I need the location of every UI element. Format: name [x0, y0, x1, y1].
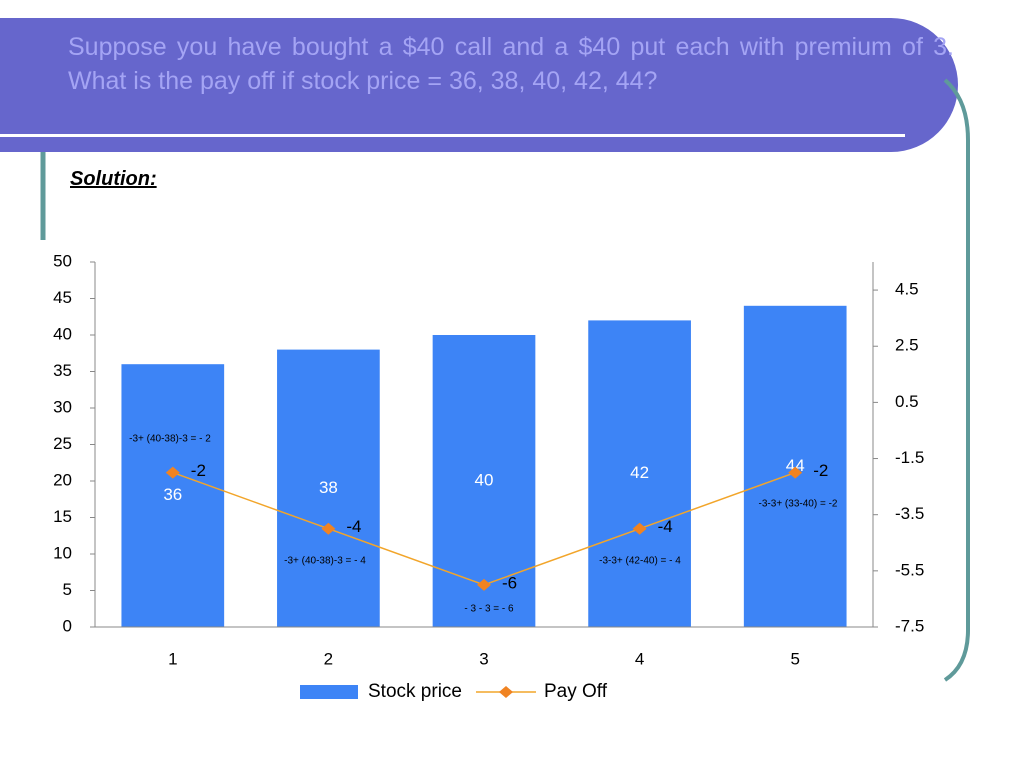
y2-tick-label: 0.5: [895, 392, 919, 411]
line-marker: [788, 466, 803, 479]
y-tick-label: 35: [53, 361, 72, 380]
bar: [743, 305, 847, 627]
y-tick-label: 15: [53, 507, 72, 526]
x-tick-label: 1: [168, 649, 177, 668]
y-tick-label: 10: [53, 543, 72, 562]
line-marker: [321, 522, 336, 535]
solution-label: Solution:: [70, 168, 157, 190]
y2-tick-label: 4.5: [895, 280, 919, 299]
x-tick-label: 5: [790, 649, 799, 668]
y-tick-label: 30: [53, 397, 72, 416]
line-marker: [477, 578, 491, 591]
bar-value-label: 42: [630, 463, 649, 482]
y-tick-label: 45: [53, 288, 72, 307]
y-tick-label: 25: [53, 434, 72, 453]
annotation: -3-3+ (42-40) = - 4: [599, 556, 681, 567]
y-tick-label: 5: [63, 580, 72, 599]
line-value-label: -2: [191, 461, 206, 480]
y2-tick-label: -3.5: [895, 504, 924, 523]
bar: [121, 364, 225, 627]
y2-tick-label: 2.5: [895, 336, 919, 355]
y-tick-label: 0: [63, 616, 72, 635]
slide-title: Suppose you have bought a $40 call and a…: [68, 33, 954, 95]
legend-marker: [498, 686, 513, 698]
legend-label: Pay Off: [544, 681, 608, 702]
y-tick-label: 50: [53, 251, 72, 270]
bar-value-label: 40: [475, 470, 494, 489]
bar: [277, 349, 380, 627]
bar-value-label: 38: [319, 478, 338, 497]
title-rule: [0, 134, 905, 137]
line-marker: [632, 522, 647, 535]
x-tick-label: 2: [324, 649, 333, 668]
line-value-label: -2: [813, 461, 828, 480]
bar: [588, 320, 691, 627]
line-value-label: -4: [346, 517, 361, 536]
legend-swatch: [300, 685, 358, 699]
annotation: -3+ (40-38)-3 = - 2: [129, 434, 211, 445]
decor-border: [943, 78, 970, 682]
annotation: -3+ (40-38)-3 = - 4: [284, 556, 366, 567]
line-value-label: -4: [658, 517, 673, 536]
bar: [432, 335, 536, 627]
legend-label: Stock price: [368, 681, 462, 702]
x-tick-label: 3: [479, 649, 488, 668]
annotation: -3-3+ (33-40) = -2: [759, 499, 838, 510]
title-band: [0, 18, 958, 152]
y2-tick-label: -7.5: [895, 616, 924, 635]
line-marker: [165, 466, 180, 479]
y-tick-label: 20: [53, 470, 72, 489]
y2-tick-label: -5.5: [895, 560, 924, 579]
bar-value-label: 36: [163, 485, 182, 504]
line-value-label: -6: [502, 573, 517, 592]
y-tick-label: 40: [53, 324, 72, 343]
x-tick-label: 4: [635, 649, 644, 668]
bar-value-label: 44: [786, 456, 805, 475]
y2-tick-label: -1.5: [895, 448, 924, 467]
annotation: - 3 - 3 = - 6: [464, 604, 514, 615]
